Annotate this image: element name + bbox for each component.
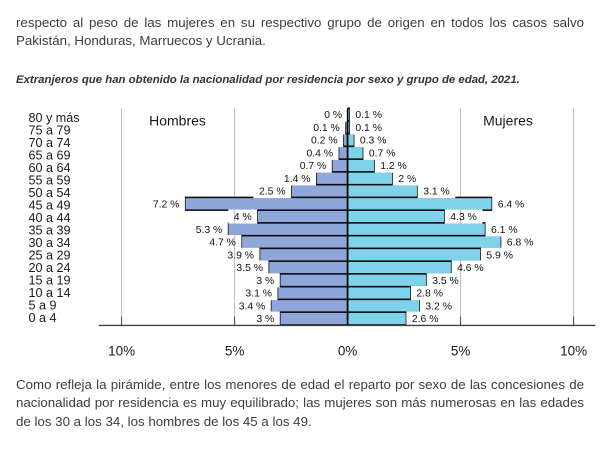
svg-text:6.4 %: 6.4 % [498,199,525,210]
svg-text:0%: 0% [338,344,358,359]
svg-text:0.4 %: 0.4 % [307,148,334,159]
svg-text:5%: 5% [451,344,471,359]
svg-text:3.1 %: 3.1 % [423,187,450,198]
svg-text:3 %: 3 % [256,314,274,325]
svg-text:3 %: 3 % [256,276,274,287]
svg-text:20 a 24: 20 a 24 [29,261,71,275]
svg-text:0.7 %: 0.7 % [300,161,327,172]
svg-text:5%: 5% [225,344,245,359]
svg-text:0 a 4: 0 a 4 [29,311,57,325]
svg-text:30 a 34: 30 a 34 [29,236,71,250]
svg-text:55 a 59: 55 a 59 [29,173,71,187]
svg-text:40 a 44: 40 a 44 [29,211,71,225]
svg-text:5 a 9: 5 a 9 [29,298,57,312]
svg-text:2 %: 2 % [398,174,416,185]
svg-text:5.9 %: 5.9 % [486,250,513,261]
svg-text:45 a 49: 45 a 49 [29,198,71,212]
svg-text:10%: 10% [108,344,135,359]
svg-text:80 y más: 80 y más [29,111,80,125]
svg-text:0.1 %: 0.1 % [355,123,382,134]
svg-text:4.3 %: 4.3 % [450,212,477,223]
svg-text:3.2 %: 3.2 % [425,301,452,312]
svg-text:Mujeres: Mujeres [483,113,533,129]
svg-text:Hombres: Hombres [149,113,206,129]
svg-text:1.2 %: 1.2 % [380,161,407,172]
svg-text:60 a 64: 60 a 64 [29,161,71,175]
svg-text:3.1 %: 3.1 % [245,289,272,300]
svg-text:2.8 %: 2.8 % [416,289,443,300]
svg-text:65 a 69: 65 a 69 [29,148,71,162]
svg-text:1.4 %: 1.4 % [284,174,311,185]
svg-text:0.7 %: 0.7 % [369,148,396,159]
svg-text:10 a 14: 10 a 14 [29,286,71,300]
svg-text:4.7 %: 4.7 % [209,238,236,249]
svg-text:6.1 %: 6.1 % [491,225,518,236]
svg-text:10%: 10% [560,344,587,359]
svg-text:6.8 %: 6.8 % [507,238,534,249]
svg-text:15 a 19: 15 a 19 [29,273,71,287]
svg-text:25 a 29: 25 a 29 [29,248,71,262]
svg-text:5.3 %: 5.3 % [196,225,223,236]
svg-text:0.1 %: 0.1 % [355,110,382,121]
svg-text:0.2 %: 0.2 % [311,136,338,147]
svg-text:0 %: 0 % [324,110,342,121]
svg-text:0.1 %: 0.1 % [313,123,340,134]
svg-text:3.9 %: 3.9 % [227,250,254,261]
svg-text:3.5 %: 3.5 % [236,263,263,274]
svg-text:3.4 %: 3.4 % [239,301,266,312]
svg-text:2.5 %: 2.5 % [259,187,286,198]
svg-text:70 a 74: 70 a 74 [29,136,71,150]
svg-text:0.3 %: 0.3 % [360,136,387,147]
svg-text:75 a 79: 75 a 79 [29,123,71,137]
svg-text:4.6 %: 4.6 % [457,263,484,274]
svg-text:7.2 %: 7.2 % [153,199,180,210]
svg-text:50 a 54: 50 a 54 [29,186,71,200]
svg-text:2.6 %: 2.6 % [412,314,439,325]
svg-text:35 a 39: 35 a 39 [29,223,71,237]
svg-text:4 %: 4 % [234,212,252,223]
svg-text:3.5 %: 3.5 % [432,276,459,287]
